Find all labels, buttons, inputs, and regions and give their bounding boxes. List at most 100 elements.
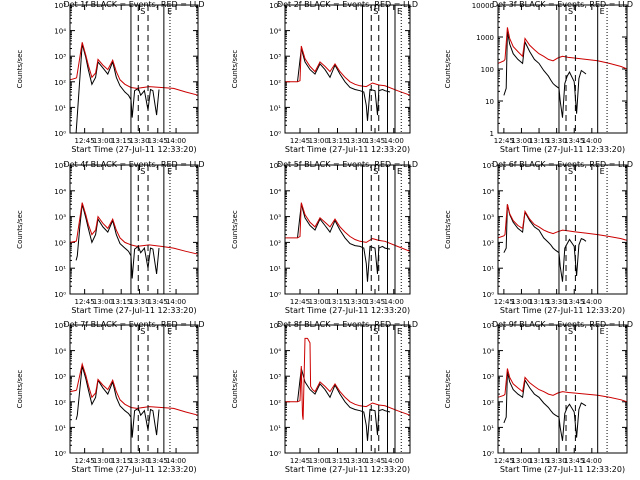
y-tick-label: 10¹: [269, 265, 281, 273]
marker-label: E: [397, 167, 402, 176]
x-tick-label: 14:00: [582, 298, 602, 306]
y-tick-label: 10³: [269, 373, 281, 381]
marker-label: E: [397, 7, 402, 16]
x-tick-label: 13:30: [346, 457, 366, 465]
series-line-black: [503, 204, 587, 282]
series-line-red: [285, 45, 411, 96]
y-tick-label: 10³: [54, 373, 66, 381]
marker-label: E: [167, 7, 172, 16]
y-tick-label: 10⁵: [269, 322, 281, 330]
x-tick-label: 13:15: [529, 298, 549, 306]
plot-frame: [497, 324, 628, 454]
panel-det9: Det 9f BLACK = Events, RED = LLDCounts/s…: [444, 320, 633, 474]
panel-det4: Det 4f BLACK = Events, RED = LLDCounts/s…: [16, 160, 205, 315]
x-tick-label: 13:15: [529, 137, 549, 145]
y-tick-label: 10²: [269, 239, 281, 247]
y-tick-label: 10⁰: [482, 291, 494, 299]
x-tick-label: 12:45: [290, 457, 310, 465]
x-tick-label: 13:45: [365, 137, 385, 145]
x-axis-label: Start Time (27-Jul-11 12:33:20): [71, 145, 196, 154]
x-tick-label: 13:15: [327, 137, 347, 145]
series-line-red: [69, 202, 199, 255]
y-axis-label: Counts/sec: [16, 370, 24, 409]
plot-frame: [497, 4, 628, 134]
x-tick-label: 13:00: [511, 298, 531, 306]
x-tick-label: 12:45: [494, 298, 514, 306]
y-axis-label: Counts/sec: [16, 50, 24, 89]
marker-label: E: [167, 327, 172, 336]
panel-det7: Det 7f BLACK = Events, RED = LLDCounts/s…: [16, 320, 205, 474]
y-tick-label: 10²: [269, 79, 281, 87]
x-axis-label: Start Time (27-Jul-11 12:33:20): [285, 465, 410, 474]
x-tick-label: 14:00: [166, 457, 186, 465]
plot-frame: [69, 164, 199, 295]
y-tick-label: 100: [481, 66, 494, 74]
x-tick-label: 13:15: [111, 457, 131, 465]
y-tick-label: 10000: [472, 2, 494, 10]
x-tick-label: 13:15: [529, 457, 549, 465]
plot-frame: [284, 324, 411, 454]
series-line-black: [503, 371, 587, 441]
y-tick-label: 10¹: [269, 104, 281, 112]
y-tick-label: 10²: [54, 399, 66, 407]
y-tick-label: 10⁰: [269, 130, 281, 138]
marker-label: S: [373, 167, 378, 176]
series-line-black: [75, 43, 160, 134]
y-tick-label: 10¹: [482, 424, 494, 432]
x-tick-label: 13:30: [346, 298, 366, 306]
x-axis-label: Start Time (27-Jul-11 12:33:20): [285, 145, 410, 154]
x-tick-label: 13:45: [148, 298, 168, 306]
y-axis-label: Counts/sec: [16, 210, 24, 249]
x-tick-label: 13:45: [564, 298, 584, 306]
x-tick-label: 13:45: [148, 457, 168, 465]
x-tick-label: 12:45: [75, 457, 95, 465]
x-tick-label: 13:00: [93, 137, 113, 145]
marker-label: S: [568, 327, 573, 336]
y-tick-label: 10¹: [54, 104, 66, 112]
y-tick-label: 10⁵: [269, 2, 281, 10]
series-line-black: [297, 368, 391, 441]
plot-frame: [284, 164, 411, 295]
y-tick-label: 10⁰: [54, 130, 66, 138]
plot-frame: [497, 164, 628, 295]
series-line-red: [497, 204, 628, 241]
y-tick-label: 10¹: [54, 265, 66, 273]
y-tick-label: 10⁴: [482, 188, 494, 196]
x-tick-label: 13:00: [511, 457, 531, 465]
series-line-red: [69, 42, 199, 96]
x-tick-label: 13:30: [547, 298, 567, 306]
x-tick-label: 14:00: [384, 457, 404, 465]
x-tick-label: 13:00: [309, 457, 329, 465]
marker-label: S: [140, 167, 145, 176]
x-tick-label: 13:30: [547, 137, 567, 145]
y-tick-label: 10³: [269, 214, 281, 222]
y-tick-label: 10¹: [54, 424, 66, 432]
series-line-red: [69, 362, 199, 416]
x-tick-label: 13:45: [365, 457, 385, 465]
x-tick-label: 12:45: [494, 137, 514, 145]
x-tick-label: 13:15: [327, 457, 347, 465]
x-tick-label: 12:45: [290, 137, 310, 145]
marker-label: S: [140, 327, 145, 336]
x-tick-label: 13:30: [129, 457, 149, 465]
plot-frame: [284, 4, 411, 134]
x-tick-label: 12:45: [75, 298, 95, 306]
marker-label: E: [600, 327, 605, 336]
x-tick-label: 14:00: [384, 298, 404, 306]
y-tick-label: 10⁰: [269, 450, 281, 458]
x-tick-label: 13:45: [365, 298, 385, 306]
marker-label: E: [600, 167, 605, 176]
plot-frame: [69, 324, 199, 454]
x-tick-label: 12:45: [494, 457, 514, 465]
y-tick-label: 1000: [476, 34, 494, 42]
panel-det5: Det 5f BLACK = Events, RED = LLDCounts/s…: [231, 160, 418, 315]
y-tick-label: 10⁴: [269, 348, 281, 356]
y-tick-label: 10⁰: [54, 291, 66, 299]
y-tick-label: 10⁴: [54, 28, 66, 36]
y-tick-label: 10⁵: [54, 2, 66, 10]
y-tick-label: 10²: [269, 399, 281, 407]
series-line-red: [285, 337, 411, 420]
x-tick-label: 14:00: [582, 457, 602, 465]
x-tick-label: 14:00: [384, 137, 404, 145]
